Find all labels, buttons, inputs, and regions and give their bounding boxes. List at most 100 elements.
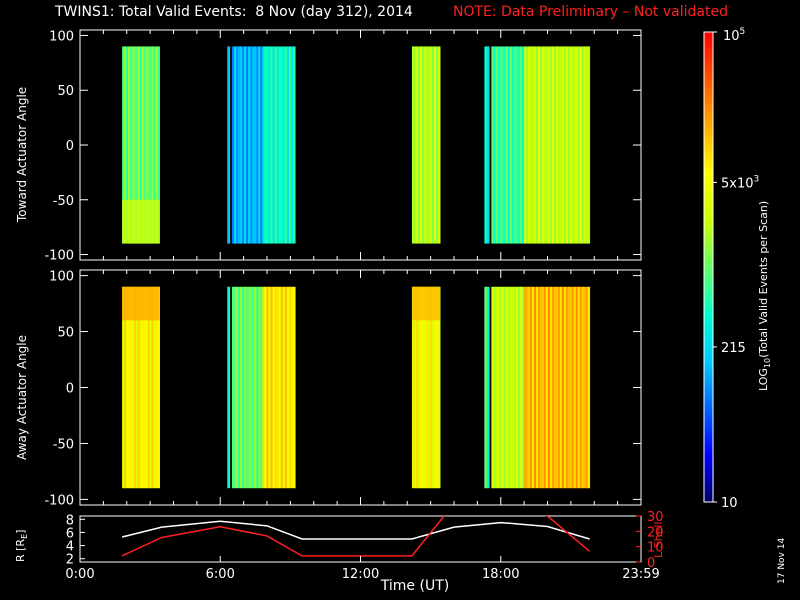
heatmap-column: [501, 46, 505, 244]
heatmap-column: [491, 46, 494, 244]
heatmap-column: [561, 286, 565, 489]
heatmap-column: [555, 286, 559, 489]
heatmap-column: [272, 286, 276, 489]
heatmap-column: [553, 286, 557, 489]
orbit-left-tick-label: 8: [66, 513, 74, 528]
heatmap-column: [231, 46, 235, 244]
heatmap-column: [539, 286, 543, 489]
heatmap-column: [268, 286, 272, 489]
heatmap-column: [137, 286, 141, 489]
heatmap-column: [437, 286, 441, 489]
heatmap-column: [276, 46, 280, 244]
heatmap-column: [145, 286, 149, 489]
heatmap-column: [145, 46, 149, 244]
heatmap-column: [491, 286, 494, 489]
heatmap-column: [528, 46, 531, 244]
heatmap-column: [547, 286, 551, 489]
heatmap-column: [227, 286, 231, 489]
y-tick-label: 100: [49, 29, 74, 44]
heatmap-column: [135, 46, 139, 244]
heatmap-column: [157, 286, 160, 489]
heatmap-column: [538, 46, 541, 244]
colorbar-tick-label: 215: [721, 341, 746, 356]
heatmap-column: [563, 286, 567, 489]
heatmap-column: [551, 46, 555, 244]
heatmap-column: [429, 46, 433, 244]
heatmap-column: [532, 286, 535, 489]
heatmap-column: [425, 46, 429, 244]
heatmap-column: [155, 286, 159, 489]
y-tick-label: -50: [53, 437, 74, 452]
heatmap-column: [272, 46, 276, 244]
heatmap-column: [532, 46, 535, 244]
heatmap-column: [559, 46, 563, 244]
orbit-radius-line: [121, 520, 590, 540]
heatmap-column: [517, 46, 521, 244]
heatmap-column: [567, 46, 571, 244]
heatmap-column: [276, 286, 280, 489]
heatmap-column: [551, 286, 555, 489]
heatmap-column: [505, 46, 509, 244]
heatmap-column: [484, 286, 488, 489]
heatmap-column: [264, 286, 267, 489]
heatmap-column: [575, 46, 579, 244]
heatmap-column: [515, 286, 519, 489]
heatmap-column: [429, 286, 433, 489]
heatmap-column: [131, 46, 135, 244]
heatmap-column: [151, 46, 155, 244]
heatmap-column: [141, 46, 145, 244]
heatmap-column: [411, 46, 415, 244]
heatmap-column: [507, 46, 511, 244]
heatmap-column: [526, 46, 529, 244]
heatmap-column: [435, 286, 439, 489]
heatmap-column: [486, 286, 490, 489]
heatmap-column: [252, 286, 255, 489]
heatmap-column: [153, 286, 157, 489]
heatmap-column: [256, 286, 259, 489]
heatmap-column: [274, 46, 278, 244]
heatmap-column: [280, 46, 284, 244]
heatmap-column: [528, 286, 531, 489]
heatmap-column: [522, 286, 525, 489]
heatmap-column: [151, 286, 155, 489]
heatmap-column: [270, 46, 274, 244]
heatmap-column: [252, 46, 255, 244]
heatmap-column: [509, 46, 513, 244]
heatmap-column: [526, 286, 529, 489]
heatmap-column: [290, 46, 294, 244]
heatmap-column: [141, 286, 145, 489]
heatmap-column: [153, 46, 157, 244]
heatmap-column: [579, 286, 583, 489]
heatmap-column: [417, 46, 421, 244]
heatmap-column: [513, 286, 517, 489]
heatmap-column: [258, 286, 261, 489]
heatmap-column: [495, 46, 499, 244]
x-tick-label: 18:00: [482, 567, 519, 582]
heatmap-column: [493, 286, 496, 489]
heatmap-column: [268, 46, 272, 244]
heatmap-column: [499, 286, 503, 489]
heatmap-column: [534, 46, 537, 244]
heatmap-column: [577, 46, 581, 244]
heatmap-column: [573, 286, 577, 489]
heatmap-column: [417, 286, 421, 489]
heatmap-column: [557, 286, 561, 489]
heatmap-column: [581, 46, 585, 244]
heatmap-column: [264, 46, 267, 244]
heatmap-column: [133, 46, 137, 244]
heatmap-column: [579, 46, 583, 244]
heatmap-column: [583, 286, 587, 489]
heatmap-column: [278, 46, 282, 244]
heatmap-column: [250, 286, 253, 489]
x-tick-label: 12:00: [342, 567, 379, 582]
heatmap-column: [553, 46, 557, 244]
heatmap-column: [413, 286, 417, 489]
heatmap-column: [421, 46, 425, 244]
heatmap-column: [240, 286, 243, 489]
heatmap-column: [254, 46, 257, 244]
heatmap-column: [122, 286, 125, 489]
heatmap-column: [286, 46, 290, 244]
heatmap-column: [585, 286, 589, 489]
heatmap-column: [278, 286, 282, 489]
